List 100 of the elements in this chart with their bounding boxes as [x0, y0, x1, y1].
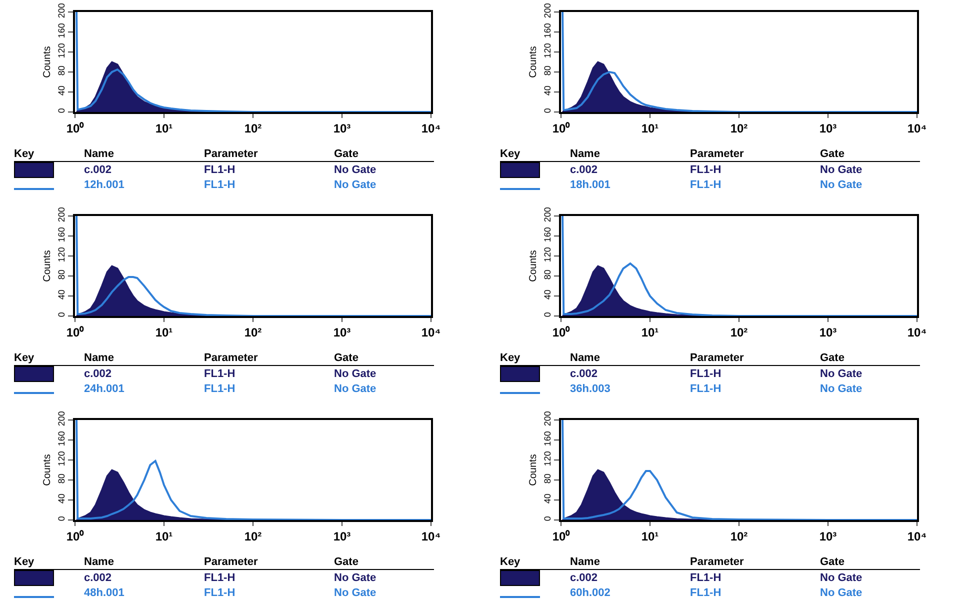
y-tick-label: 160 — [56, 23, 66, 38]
text: No Gate — [820, 164, 864, 176]
text: No Gate — [334, 368, 378, 380]
y-tick-label: 0 — [56, 108, 66, 114]
x-tick-label: 10² — [244, 529, 262, 544]
text: c.002 — [570, 164, 599, 176]
text: FL1-H — [690, 586, 722, 598]
x-tick-label: 10⁴ — [421, 529, 441, 544]
text: FL1-H — [690, 368, 722, 380]
x-tick-label: 10⁴ — [907, 121, 927, 136]
x-tick-label: 10³ — [819, 325, 837, 340]
x-tick-label: 10¹ — [641, 529, 659, 544]
y-tick-label: 200 — [542, 3, 552, 18]
text: Gate — [334, 556, 360, 568]
x-tick-label: 10³ — [333, 529, 351, 544]
text: No Gate — [820, 368, 864, 380]
y-tick-label: 120 — [542, 247, 552, 262]
x-tick-label: 10⁰ — [66, 325, 85, 340]
text: FL1-H — [204, 382, 236, 394]
text: FL1-H — [690, 572, 722, 584]
y-tick-label: 40 — [56, 290, 66, 300]
y-tick-label: 200 — [542, 411, 552, 426]
y-tick-label: 120 — [542, 451, 552, 466]
y-tick-label: 0 — [542, 516, 552, 522]
x-tick-label: 10⁰ — [552, 325, 571, 340]
y-axis-title: Counts — [528, 46, 539, 78]
y-tick-label: 80 — [56, 270, 66, 280]
text: Name — [570, 148, 601, 160]
y-tick-label: 40 — [542, 86, 552, 96]
x-tick-label: 10² — [244, 121, 262, 136]
text: Key — [500, 148, 522, 160]
text: Name — [84, 148, 115, 160]
y-axis-title: Counts — [42, 250, 53, 282]
text: c.002 — [84, 164, 113, 176]
y-axis-title: Counts — [42, 454, 53, 486]
text: 48h.001 — [84, 586, 126, 598]
text: No Gate — [820, 572, 864, 584]
text: c.002 — [84, 572, 113, 584]
text: No Gate — [334, 164, 378, 176]
x-tick-label: 10² — [244, 325, 262, 340]
x-tick-label: 10² — [730, 325, 748, 340]
y-tick-label: 120 — [56, 43, 66, 58]
x-tick-label: 10³ — [333, 325, 351, 340]
text: FL1-H — [690, 382, 722, 394]
text: Key — [14, 556, 36, 568]
x-tick-label: 10⁰ — [66, 121, 85, 136]
x-tick-label: 10³ — [819, 529, 837, 544]
text: Key — [500, 352, 522, 364]
text: Gate — [820, 148, 846, 160]
text: FL1-H — [204, 586, 236, 598]
x-tick-label: 10⁴ — [907, 325, 927, 340]
y-tick-label: 80 — [56, 66, 66, 76]
x-tick-label: 10⁰ — [66, 529, 85, 544]
x-tick-label: 10¹ — [641, 121, 659, 136]
x-tick-label: 10⁰ — [552, 121, 571, 136]
x-tick-label: 10⁴ — [907, 529, 927, 544]
text: Name — [84, 352, 115, 364]
y-tick-label: 80 — [542, 474, 552, 484]
text: Gate — [820, 352, 846, 364]
text: 24h.001 — [84, 382, 126, 394]
y-tick-label: 80 — [542, 270, 552, 280]
y-tick-label: 40 — [56, 494, 66, 504]
y-tick-label: 160 — [56, 227, 66, 242]
y-tick-label: 120 — [542, 43, 552, 58]
text: FL1-H — [204, 164, 236, 176]
text: Parameter — [690, 148, 745, 160]
x-tick-label: 10⁰ — [552, 529, 571, 544]
y-tick-label: 40 — [56, 86, 66, 96]
x-tick-label: 10¹ — [641, 325, 659, 340]
y-tick-label: 0 — [56, 312, 66, 318]
text: No Gate — [334, 572, 378, 584]
text: 36h.003 — [570, 382, 612, 394]
y-tick-label: 40 — [542, 494, 552, 504]
y-tick-label: 40 — [542, 290, 552, 300]
text: FL1-H — [204, 178, 236, 190]
y-axis-title: Counts — [528, 454, 539, 486]
y-tick-label: 200 — [56, 3, 66, 18]
text: 12h.001 — [84, 178, 126, 190]
x-tick-label: 10¹ — [155, 529, 173, 544]
x-tick-label: 10¹ — [155, 121, 173, 136]
text: Name — [570, 556, 601, 568]
text: No Gate — [334, 586, 378, 598]
y-tick-label: 160 — [542, 431, 552, 446]
text: FL1-H — [204, 572, 236, 584]
text: Parameter — [204, 556, 259, 568]
text: Parameter — [690, 352, 745, 364]
text: No Gate — [334, 178, 378, 190]
text: Name — [570, 352, 601, 364]
text: FL1-H — [204, 368, 236, 380]
text: Gate — [820, 556, 846, 568]
y-tick-label: 200 — [56, 207, 66, 222]
y-tick-label: 80 — [542, 66, 552, 76]
text: Parameter — [204, 148, 259, 160]
text: 18h.001 — [570, 178, 612, 190]
text: FL1-H — [690, 178, 722, 190]
y-tick-label: 160 — [542, 23, 552, 38]
x-tick-label: 10⁴ — [421, 325, 441, 340]
text: Gate — [334, 352, 360, 364]
x-tick-label: 10⁴ — [421, 121, 441, 136]
y-axis-title: Counts — [528, 250, 539, 282]
